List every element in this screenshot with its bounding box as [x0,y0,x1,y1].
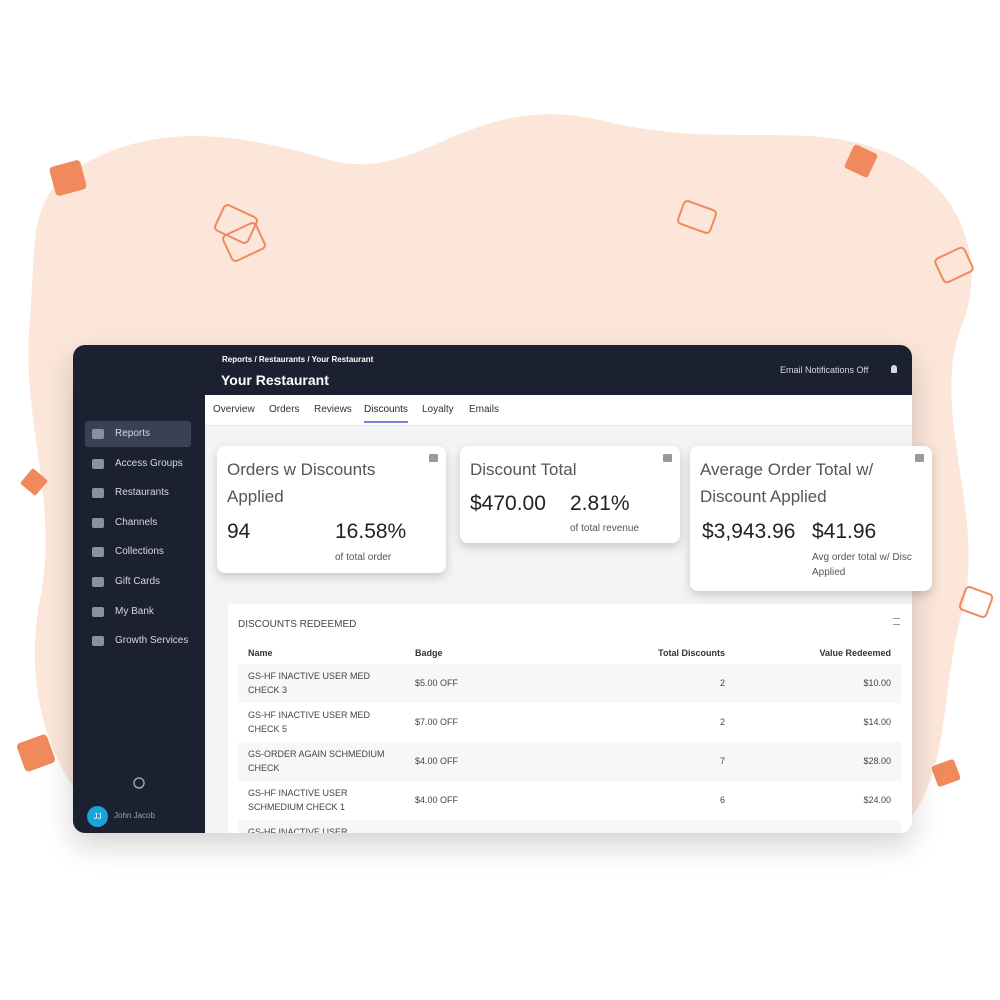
app-window: JJ John Jacob Reports Access Groups Restau… [73,345,912,833]
cart-icon [429,454,438,462]
page-title: Your Restaurant [221,372,329,388]
card-secondary: 16.58% [335,520,407,543]
tab[interactable]: Orders [269,404,300,415]
tab[interactable]: Reviews [314,404,352,415]
table-cell: 2 [719,678,725,688]
column-header: Badge [415,648,443,658]
stat-card: Discount Total $470.00 2.81% of total reven… [460,446,680,543]
table-row: GS-HF INACTIVE USER SCHMEDIUM CHECK 1 $4.… [238,781,901,820]
nav-icon [92,517,104,528]
table-cell: $28.00 [863,756,891,766]
table-title: DISCOUNTS REDEEMED [238,619,357,630]
table-cell: 6 [719,795,725,805]
table-cell: GS-HF INACTIVE USER SCHMEDIUM CHECK 1 [248,788,348,812]
table-cell: $14.00 [863,717,891,727]
column-header: Name [248,648,273,658]
table-row: GS-HF INACTIVE USER [238,820,901,833]
nav-icon [92,577,104,587]
nav-item[interactable]: Reports [85,421,191,447]
avatar: JJ [87,806,108,827]
card-secondary: 2.81% [570,492,630,515]
card-secondary-label: of total revenue [570,523,639,534]
table-cell: GS-ORDER AGAIN SCHMEDIUM CHECK [248,749,385,773]
column-header: Total Discounts [658,648,725,658]
card-value: $3,943.96 [702,520,796,543]
theme-toggle[interactable] [129,773,149,793]
column-header: Value Redeemed [819,648,891,658]
table-row: GS-HF INACTIVE USER MED CHECK 5 $7.00 OFF… [238,703,901,742]
nav-icon [92,458,104,469]
tab[interactable]: Discounts [364,404,408,423]
bell-icon[interactable] [891,365,897,373]
table-cell: 7 [719,756,725,766]
table-panel: DISCOUNTS REDEEMED Name Badge Total Discou… [228,604,912,833]
user-name: John Jacob [114,811,155,820]
table-row: GS-ORDER AGAIN SCHMEDIUM CHECK $4.00 OFF 7… [238,742,901,781]
table-cell: GS-HF INACTIVE USER MED CHECK 3 [248,671,371,695]
table-cell: GS-HF INACTIVE USER MED CHECK 5 [248,710,371,734]
sidebar: JJ John Jacob Reports Access Groups Restau… [73,345,205,833]
nav-icon [92,606,104,617]
table-cell: $4.00 OFF [415,756,459,766]
card-title: Orders w Discounts Applied [227,460,376,506]
nav-icon [92,636,104,647]
notifications[interactable]: Email Notifications Off [780,365,869,375]
card-title: Average Order Total w/ Discount Applied [700,460,874,506]
table-cell: $7.00 OFF [415,717,459,727]
tabs: Overview Orders Reviews Discounts Loyalty Ema… [205,395,912,426]
card-title: Discount Total [470,460,577,479]
nav-icon [92,429,104,439]
table-cell: $10.00 [863,678,891,688]
header: Reports / Restaurants / Your Restaurant … [205,345,912,395]
nav-item[interactable]: Growth Services [85,628,191,654]
tab[interactable]: Emails [469,404,500,415]
cart-icon [663,454,672,462]
card-secondary-label: of total order [335,552,392,563]
nav-icon [92,488,104,499]
breadcrumb[interactable]: Reports / Restaurants / Your Restaurant [222,355,374,364]
nav-icon [92,547,104,558]
tab[interactable]: Overview [213,404,255,415]
card-secondary: $41.96 [812,520,877,543]
stat-card: Orders w Discounts Applied 94 16.58% of tot… [217,446,446,573]
table-cell: $4.00 OFF [415,795,459,805]
card-value: 94 [227,520,251,543]
table-cell: 2 [719,717,725,727]
menu-icon[interactable] [893,618,900,625]
nav-item[interactable]: Access Groups [85,451,191,477]
table-cell: $5.00 OFF [415,678,459,688]
table-cell: GS-HF INACTIVE USER [248,827,348,833]
nav-item[interactable]: Collections [85,539,191,565]
nav-item[interactable]: Gift Cards [85,569,191,595]
table-cell: $24.00 [863,795,891,805]
tab[interactable]: Loyalty [422,404,454,415]
card-value: $470.00 [470,492,546,515]
nav-item[interactable]: Restaurants [85,480,191,506]
stat-card: Average Order Total w/ Discount Applied $… [690,446,932,591]
table-row: GS-HF INACTIVE USER MED CHECK 3 $5.00 OFF… [238,664,901,703]
cart-icon [915,454,924,462]
card-secondary-label: Avg order total w/ Disc Applied [812,552,912,578]
nav-item[interactable]: My Bank [85,599,191,625]
nav-item[interactable]: Channels [85,510,191,536]
